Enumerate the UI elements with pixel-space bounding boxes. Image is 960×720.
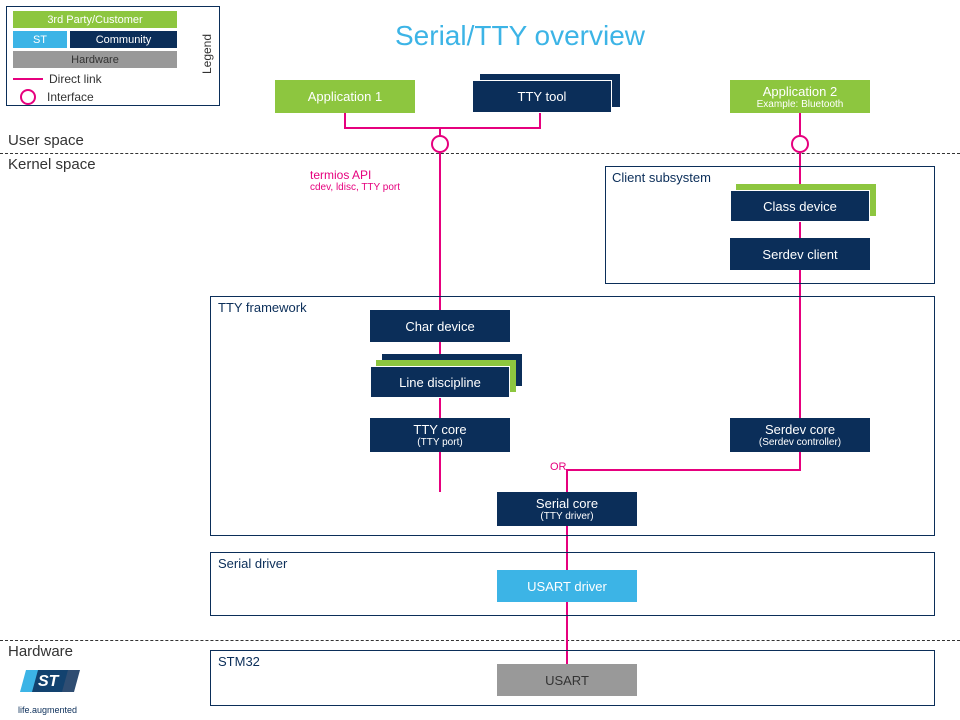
- svg-text:ST: ST: [38, 673, 60, 690]
- serial-core-box: Serial core (TTY driver): [497, 492, 637, 526]
- legend-third-party: 3rd Party/Customer: [13, 11, 177, 28]
- page-title: Serial/TTY overview: [395, 20, 645, 52]
- class-device-box: Class device: [730, 190, 870, 222]
- hardware-label: Hardware: [8, 643, 73, 660]
- legend-st: ST: [13, 31, 67, 48]
- legend-interface: Interface: [47, 90, 94, 104]
- legend-direct-link: Direct link: [49, 72, 102, 86]
- app1-box: Application 1: [275, 80, 415, 113]
- legend-box: 3rd Party/Customer ST Community Hardware…: [6, 6, 220, 106]
- user-space-label: User space: [8, 132, 84, 149]
- stm32-label: STM32: [218, 654, 260, 669]
- char-device-box: Char device: [370, 310, 510, 342]
- tty-tool-box: TTY tool: [472, 80, 612, 113]
- serial-driver-label: Serial driver: [218, 556, 287, 571]
- legend-community: Community: [70, 31, 177, 48]
- tty-core-box: TTY core (TTY port): [370, 418, 510, 452]
- divider-user-kernel: [0, 153, 960, 154]
- usart-driver-box: USART driver: [497, 570, 637, 602]
- tty-framework-label: TTY framework: [218, 300, 307, 315]
- st-logo: ST life.augmented: [18, 662, 88, 715]
- legend-label: Legend: [200, 34, 214, 74]
- app2-box: Application 2 Example: Bluetooth: [730, 80, 870, 113]
- serdev-client-box: Serdev client: [730, 238, 870, 270]
- serdev-core-box: Serdev core (Serdev controller): [730, 418, 870, 452]
- client-subsystem-label: Client subsystem: [612, 170, 711, 185]
- termios-api-label: termios API cdev, ldisc, TTY port: [310, 168, 400, 193]
- divider-kernel-hw: [0, 640, 960, 641]
- kernel-space-label: Kernel space: [8, 156, 96, 173]
- usart-box: USART: [497, 664, 637, 696]
- legend-hardware: Hardware: [13, 51, 177, 68]
- line-discipline-box: Line discipline: [370, 366, 510, 398]
